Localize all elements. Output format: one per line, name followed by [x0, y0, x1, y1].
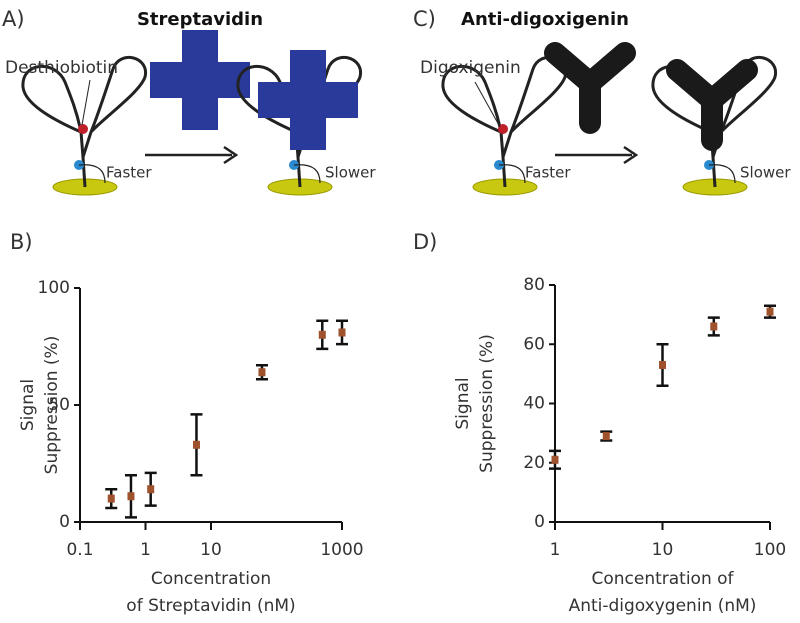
- x-axis-label: of Streptavidin (nM): [126, 596, 295, 616]
- x-tick-label: 1: [550, 540, 561, 560]
- rate-label: Slower: [740, 164, 791, 182]
- rate-label: Slower: [325, 164, 376, 182]
- diagram-a: [21, 30, 363, 197]
- panel-label: A): [2, 7, 25, 31]
- data-point: [147, 485, 155, 494]
- data-point: [318, 330, 326, 339]
- data-point: [127, 492, 135, 501]
- panel-label: B): [10, 230, 33, 254]
- x-axis-label: Concentration of: [591, 569, 734, 589]
- y-axis-label: Suppression (%): [477, 334, 497, 473]
- x-axis-label: Anti-digoxygenin (nM): [569, 596, 757, 616]
- panel-title: Anti-digoxigenin: [461, 9, 629, 30]
- data-point: [258, 368, 266, 377]
- y-tick-label: 20: [523, 453, 545, 473]
- ligand-label: Desthiobiotin: [5, 58, 118, 78]
- data-point: [710, 322, 718, 331]
- data-point: [338, 328, 346, 337]
- x-axis-label: Concentration: [151, 569, 271, 589]
- x-tick-label: 0.1: [66, 540, 93, 560]
- y-tick-label: 100: [38, 278, 70, 298]
- y-tick-label: 50: [48, 395, 70, 415]
- x-tick-label: 100: [754, 540, 786, 560]
- data-point: [551, 455, 559, 464]
- y-tick-label: 0: [59, 512, 70, 532]
- x-tick-label: 1000: [320, 540, 363, 560]
- y-tick-label: 0: [534, 512, 545, 532]
- rate-label: Faster: [525, 164, 571, 182]
- y-tick-label: 40: [523, 394, 545, 414]
- panel-title: Streptavidin: [137, 9, 263, 30]
- rate-label: Faster: [106, 164, 152, 182]
- data-point: [602, 432, 610, 441]
- x-tick-label: 1: [140, 540, 151, 560]
- panel-label: D): [413, 230, 437, 254]
- diagram-c: [441, 53, 778, 197]
- y-axis-label: Suppression (%): [42, 336, 62, 475]
- y-tick-label: 60: [523, 334, 545, 354]
- panel-label: C): [413, 7, 436, 31]
- x-tick-label: 10: [200, 540, 222, 560]
- data-point: [192, 440, 200, 449]
- x-tick-label: 10: [652, 540, 674, 560]
- data-point: [766, 307, 774, 316]
- ligand-label: Digoxigenin: [420, 58, 521, 78]
- data-point: [107, 494, 115, 503]
- y-tick-label: 80: [523, 275, 545, 295]
- y-axis-label: Signal: [453, 377, 473, 429]
- data-point: [659, 360, 666, 369]
- y-axis-label: Signal: [18, 379, 38, 431]
